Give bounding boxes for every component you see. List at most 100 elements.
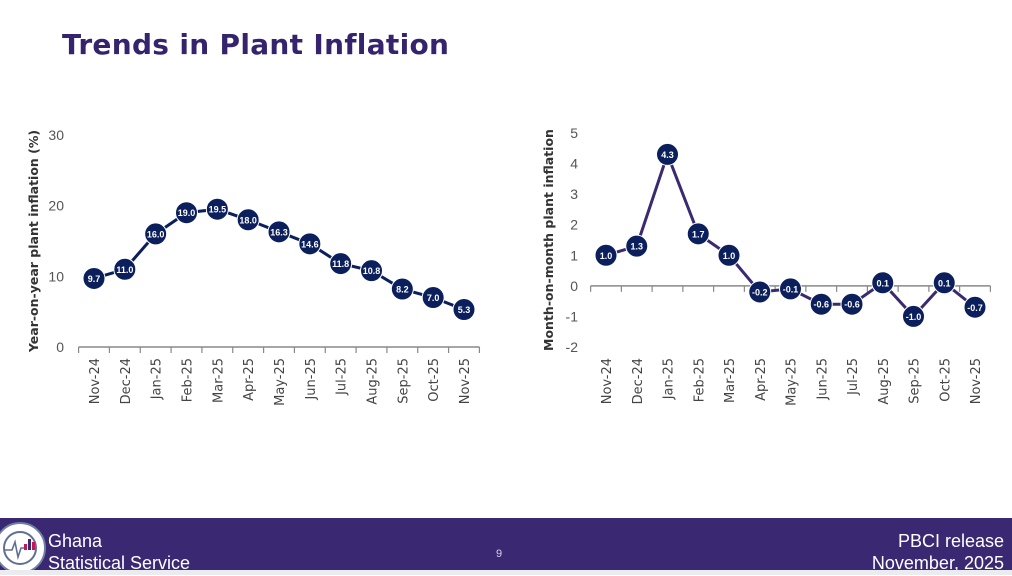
- ghana-statistical-service-logo: [0, 522, 46, 574]
- data-point: [144, 222, 168, 246]
- x-tick-label: Apr-25: [754, 358, 769, 401]
- data-label: 0.1: [876, 278, 889, 288]
- data-point: [748, 280, 772, 304]
- data-point: [267, 220, 291, 244]
- y-tick-label: 2: [570, 217, 578, 233]
- data-label: 11.0: [116, 265, 133, 275]
- x-tick-label: Oct-25: [938, 358, 953, 402]
- data-point: [175, 201, 198, 225]
- x-tick-label: Aug-25: [366, 358, 381, 405]
- x-tick-label: Mar-25: [723, 358, 738, 403]
- data-point: [625, 234, 649, 258]
- footer-org-line2: Statistical Service: [48, 553, 191, 573]
- data-label: 18.0: [239, 215, 257, 225]
- data-label: 4.3: [661, 150, 674, 160]
- mom-inflation-chart: -2 -1 0 1 2 3 4 5 Month-on-month plant inflation…: [541, 125, 991, 406]
- data-label: 11.8: [332, 259, 349, 269]
- data-label: 19.5: [209, 205, 227, 215]
- data-label: 10.8: [363, 266, 381, 276]
- data-point: [205, 197, 229, 221]
- data-label: -0.2: [752, 287, 768, 297]
- x-tick-label: Apr-25: [242, 358, 257, 401]
- data-point: [932, 271, 956, 295]
- y-tick-label: 10: [48, 268, 64, 284]
- x-tick-label: Jan-25: [150, 358, 165, 400]
- data-point: [902, 304, 925, 328]
- y-tick-label: 20: [48, 198, 64, 214]
- data-label: 1.0: [600, 251, 613, 261]
- x-tick-label: Aug-25: [877, 358, 892, 405]
- data-point: [236, 208, 260, 232]
- data-label: -1.0: [906, 312, 922, 322]
- data-label: 16.3: [270, 227, 288, 237]
- logo-emblem-icon: [3, 531, 37, 565]
- x-tick-label: Jun-25: [815, 358, 830, 401]
- y-axis-label: Month-on-month plant inflation: [541, 129, 556, 351]
- y-tick-label: 0: [570, 278, 578, 294]
- page-title: Trends in Plant Inflation: [62, 28, 450, 61]
- bottom-strip: [0, 570, 1012, 575]
- footer-release-line1: PBCI release: [897, 531, 1004, 551]
- x-tick-label: Sep-25: [908, 358, 923, 404]
- y-axis-label: Year-on-year plant inflation (%): [26, 130, 41, 353]
- data-label: -0.7: [967, 303, 983, 313]
- data-point: [113, 257, 137, 281]
- x-tick-label: Nov-25: [969, 358, 984, 404]
- data-label: 1.3: [630, 242, 643, 252]
- data-point: [779, 277, 802, 301]
- data-point: [421, 286, 445, 310]
- data-point: [82, 266, 106, 290]
- data-label: -0.6: [844, 300, 860, 310]
- data-point: [656, 142, 679, 166]
- y-tick-label: 5: [570, 125, 578, 141]
- y-tick-label: 4: [570, 156, 578, 172]
- data-point: [963, 295, 987, 319]
- data-point: [329, 252, 353, 276]
- footer-release-line2: November, 2025: [871, 553, 1004, 573]
- data-point: [594, 243, 618, 267]
- data-label: 14.6: [301, 239, 319, 249]
- x-tick-label: Dec-24: [631, 358, 646, 404]
- data-label: 16.0: [147, 229, 165, 239]
- x-tick-label: Nov-25: [458, 358, 473, 404]
- data-label: 7.0: [427, 293, 440, 303]
- y-tick-label: -1: [566, 308, 579, 324]
- data-label: 1.0: [723, 251, 736, 261]
- footer-org-line1: Ghana: [48, 531, 103, 551]
- data-point: [298, 232, 322, 256]
- data-point: [717, 243, 741, 267]
- x-tick-label: Jun-25: [304, 358, 319, 401]
- data-label: 0.1: [938, 278, 951, 288]
- x-tick-label: Jul-25: [846, 358, 861, 396]
- x-tick-label: May-25: [785, 358, 800, 406]
- x-tick-label: Oct-25: [427, 358, 442, 402]
- data-point: [686, 222, 710, 246]
- data-point: [840, 292, 864, 316]
- x-tick-label: Jan-25: [662, 358, 677, 400]
- x-tick-label: May-25: [273, 358, 288, 406]
- y-tick-label: -2: [566, 339, 579, 355]
- x-tick-label: Nov-24: [88, 358, 103, 404]
- x-tick-label: Nov-24: [600, 358, 615, 404]
- data-label: 1.7: [692, 229, 705, 239]
- data-label: -0.1: [783, 284, 799, 294]
- data-label: 5.3: [458, 305, 471, 315]
- data-label: -0.6: [813, 300, 829, 310]
- data-label: 8.2: [396, 285, 409, 295]
- footer-bar: [0, 518, 1012, 570]
- x-tick-label: Dec-24: [119, 358, 134, 404]
- data-point: [871, 271, 895, 295]
- y-tick-label: 0: [56, 339, 64, 355]
- data-point: [809, 292, 833, 316]
- y-tick-label: 1: [570, 247, 578, 263]
- x-tick-label: Mar-25: [211, 358, 226, 403]
- x-tick-label: Feb-25: [181, 358, 196, 402]
- data-label: 19.0: [178, 208, 196, 218]
- data-label: 9.7: [88, 274, 101, 284]
- x-tick-label: Jul-25: [335, 358, 350, 396]
- data-point: [390, 277, 414, 301]
- data-point: [452, 298, 476, 322]
- page-number: 9: [496, 548, 503, 560]
- yoy-inflation-chart: 0 10 20 30 Year-on-year plant inflation (%) N…: [26, 127, 481, 406]
- data-point: [360, 259, 383, 283]
